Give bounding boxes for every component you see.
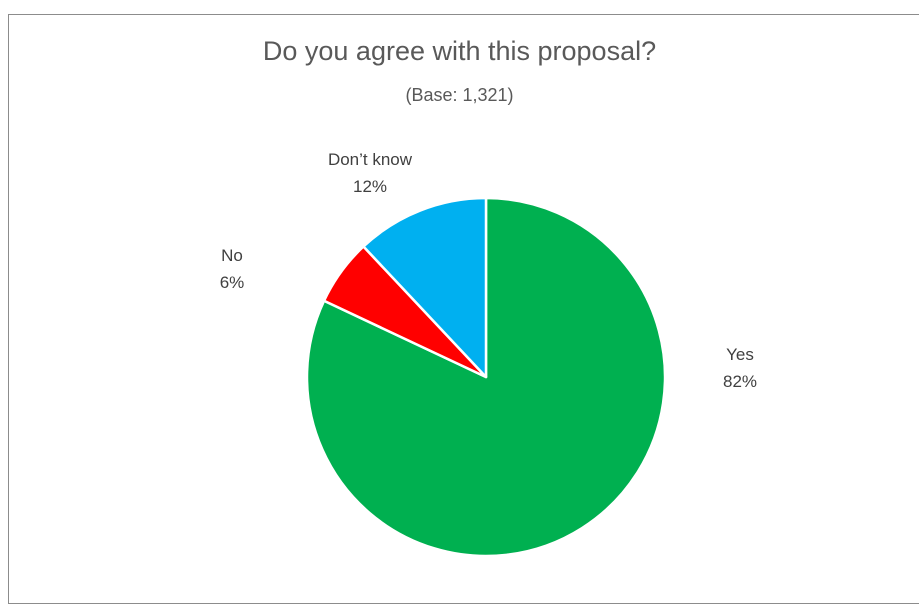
slice-label-don-t-know: Don’t know: [328, 150, 413, 169]
pie-labels: Yes 82% No 6% Don’t know 12%: [220, 150, 757, 391]
pie-slice-don-t-know: [362, 196, 488, 379]
chart-title: Do you agree with this proposal?: [262, 36, 657, 66]
slice-label-no: No: [221, 246, 243, 265]
pie-slice-yes: [305, 196, 667, 558]
chart-subtitle: (Base: 1,321): [405, 85, 514, 105]
slice-value-label-yes: 82%: [723, 372, 757, 391]
pie-slices: [305, 196, 667, 558]
slice-value-label-no: 6%: [220, 273, 245, 292]
slice-label-yes: Yes: [726, 345, 754, 364]
slice-value-label-don-t-know: 12%: [353, 177, 387, 196]
